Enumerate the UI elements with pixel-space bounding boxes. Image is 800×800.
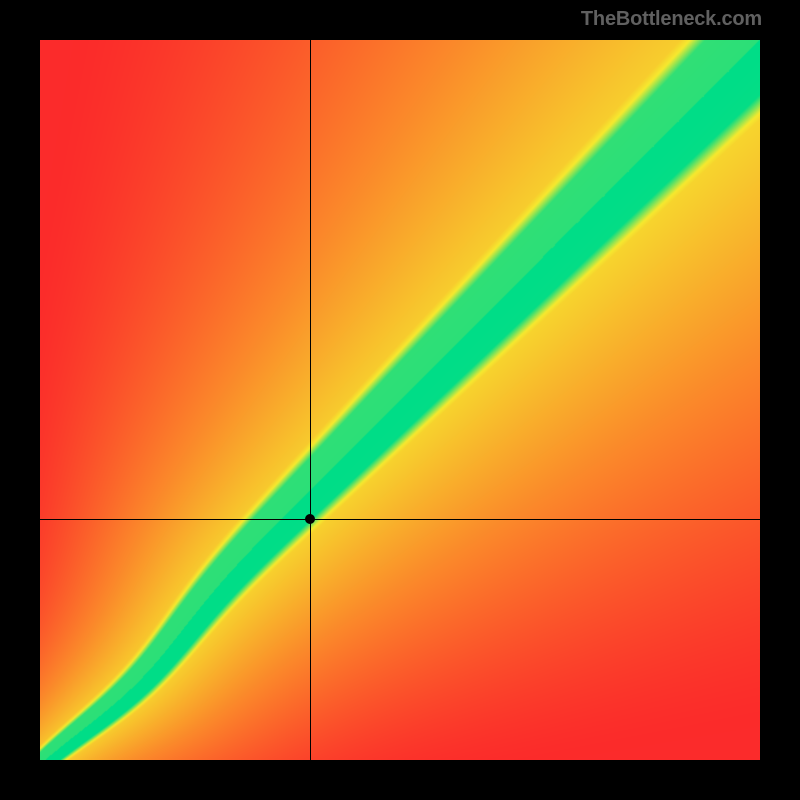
chart-frame: TheBottleneck.com: [0, 0, 800, 800]
crosshair-vertical: [310, 40, 311, 760]
crosshair-marker: [305, 514, 315, 524]
watermark-text: TheBottleneck.com: [581, 8, 762, 31]
heatmap-plot: [40, 40, 760, 760]
crosshair-horizontal: [40, 519, 760, 520]
heatmap-canvas: [40, 40, 760, 760]
